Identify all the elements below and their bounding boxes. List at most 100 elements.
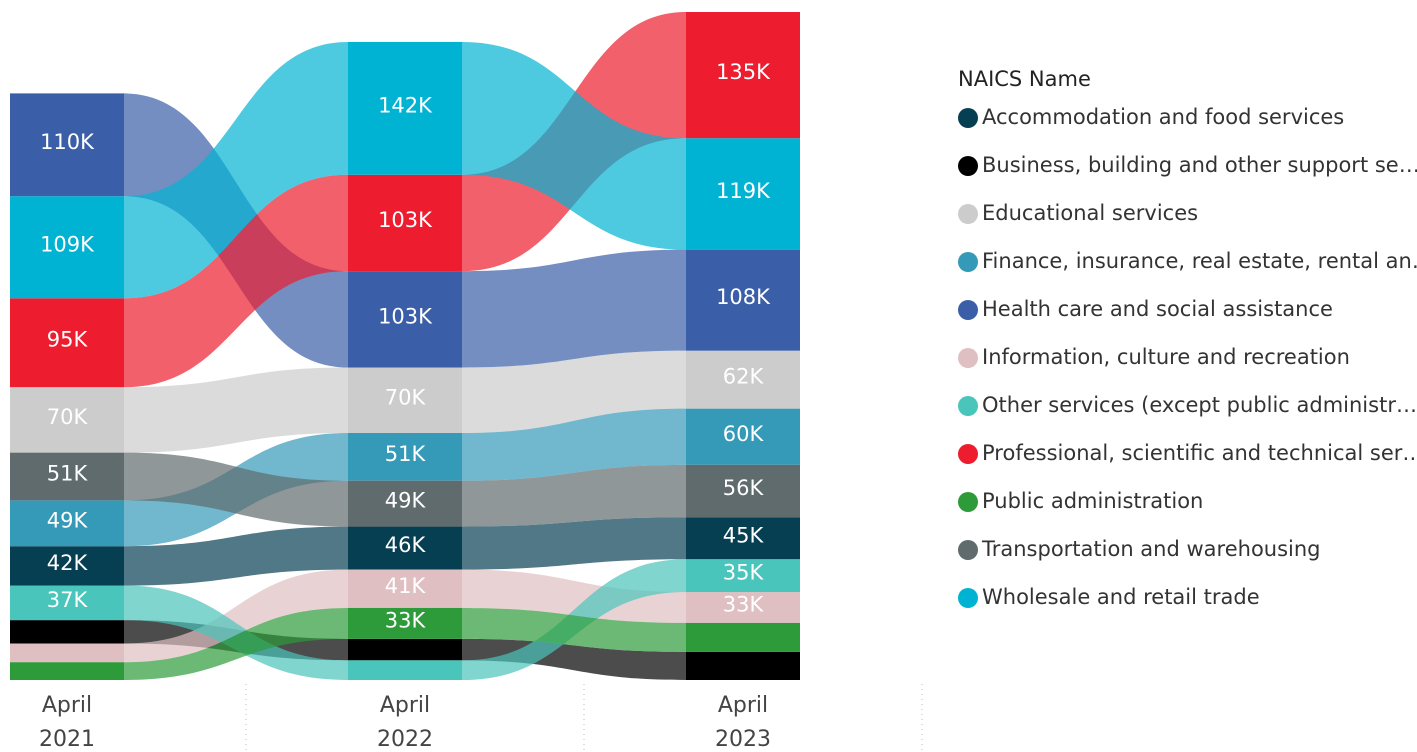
legend-marker — [958, 540, 978, 560]
value-label: 60K — [723, 422, 765, 446]
x-tick-label: April 2022 — [377, 693, 433, 752]
segment — [10, 93, 124, 197]
value-label: 108K — [716, 285, 771, 309]
value-label: 51K — [47, 462, 89, 486]
segment — [686, 517, 800, 560]
ribbon — [462, 408, 686, 481]
value-label: 62K — [723, 365, 765, 389]
value-label: 37K — [47, 588, 89, 612]
value-label: 46K — [385, 533, 427, 557]
segment — [10, 585, 124, 621]
legend-label: Accommodation and food services — [982, 105, 1344, 129]
value-label: 33K — [385, 608, 427, 632]
x-tick-label: April 2023 — [715, 693, 771, 752]
legend-label: Wholesale and retail trade — [982, 585, 1260, 609]
value-label: 119K — [716, 179, 771, 203]
segment — [348, 607, 462, 639]
legend-marker — [958, 252, 978, 272]
value-label: 33K — [723, 592, 765, 616]
segment — [686, 651, 800, 680]
value-label: 45K — [723, 523, 765, 547]
legend-marker — [958, 588, 978, 608]
legend-marker — [958, 396, 978, 416]
segment — [686, 138, 800, 250]
ribbon — [124, 585, 348, 680]
value-label: 110K — [40, 130, 95, 154]
legend-label: Educational services — [982, 201, 1198, 225]
ribbon — [462, 350, 686, 434]
segment — [686, 350, 800, 409]
segment — [10, 643, 124, 663]
legend-title: NAICS Name — [958, 67, 1091, 91]
ribbon — [462, 41, 686, 250]
segment — [686, 559, 800, 593]
segment — [10, 500, 124, 547]
segment — [686, 592, 800, 623]
segment — [686, 249, 800, 351]
segment — [348, 433, 462, 481]
x-tick-label: April 2021 — [39, 693, 95, 752]
legend-label: Business, building and other support se… — [982, 153, 1417, 177]
ribbon — [462, 607, 686, 652]
value-label: 49K — [385, 489, 427, 513]
value-label: 142K — [378, 93, 433, 117]
segment — [10, 620, 124, 644]
value-label: 109K — [40, 232, 95, 256]
segment — [10, 298, 124, 388]
ribbon — [124, 526, 348, 586]
legend-marker — [958, 204, 978, 224]
ribbon — [124, 569, 348, 663]
legend-marker — [958, 492, 978, 512]
legend-label: Information, culture and recreation — [982, 345, 1350, 369]
ribbon — [124, 41, 348, 299]
segment — [686, 12, 800, 139]
value-label: 56K — [723, 476, 765, 500]
legend-marker — [958, 156, 978, 176]
ribbon — [462, 638, 686, 680]
ribbon — [124, 367, 348, 453]
segment — [10, 452, 124, 501]
legend-label: Health care and social assistance — [982, 297, 1333, 321]
segment — [10, 196, 124, 299]
legend-label: Finance, insurance, real estate, rental … — [982, 249, 1417, 273]
columns — [10, 12, 800, 680]
value-label: 51K — [385, 442, 427, 466]
ribbon — [462, 569, 686, 623]
value-label: 42K — [47, 551, 89, 575]
segment — [686, 408, 800, 465]
segment — [686, 622, 800, 652]
segment — [10, 662, 124, 680]
segment — [348, 660, 462, 680]
legend-label: Professional, scientific and technical s… — [982, 441, 1417, 465]
segment — [10, 387, 124, 453]
value-label: 35K — [723, 561, 765, 585]
segment — [348, 638, 462, 661]
ribbon — [124, 607, 348, 680]
ribbons — [124, 12, 686, 680]
ribbon — [124, 174, 348, 388]
ribbon — [462, 464, 686, 527]
value-label: 41K — [385, 574, 427, 598]
value-label: 70K — [47, 405, 89, 429]
value-label: 49K — [47, 508, 89, 532]
ribbon — [462, 249, 686, 368]
legend-marker — [958, 300, 978, 320]
value-label: 135K — [716, 60, 771, 84]
segment — [348, 174, 462, 272]
value-label: 103K — [378, 304, 433, 328]
value-label: 70K — [385, 385, 427, 409]
legend-label: Public administration — [982, 489, 1203, 513]
value-label: 95K — [47, 328, 89, 352]
segment — [348, 367, 462, 434]
value-label: 103K — [378, 208, 433, 232]
legend-marker — [958, 348, 978, 368]
segment — [10, 546, 124, 586]
legend-label: Transportation and warehousing — [981, 537, 1321, 561]
segment — [686, 464, 800, 518]
segment — [348, 569, 462, 608]
legend-label: Other services (except public administr… — [982, 393, 1417, 417]
ribbon — [124, 452, 348, 527]
ribbon — [462, 517, 686, 570]
legend-marker — [958, 444, 978, 464]
